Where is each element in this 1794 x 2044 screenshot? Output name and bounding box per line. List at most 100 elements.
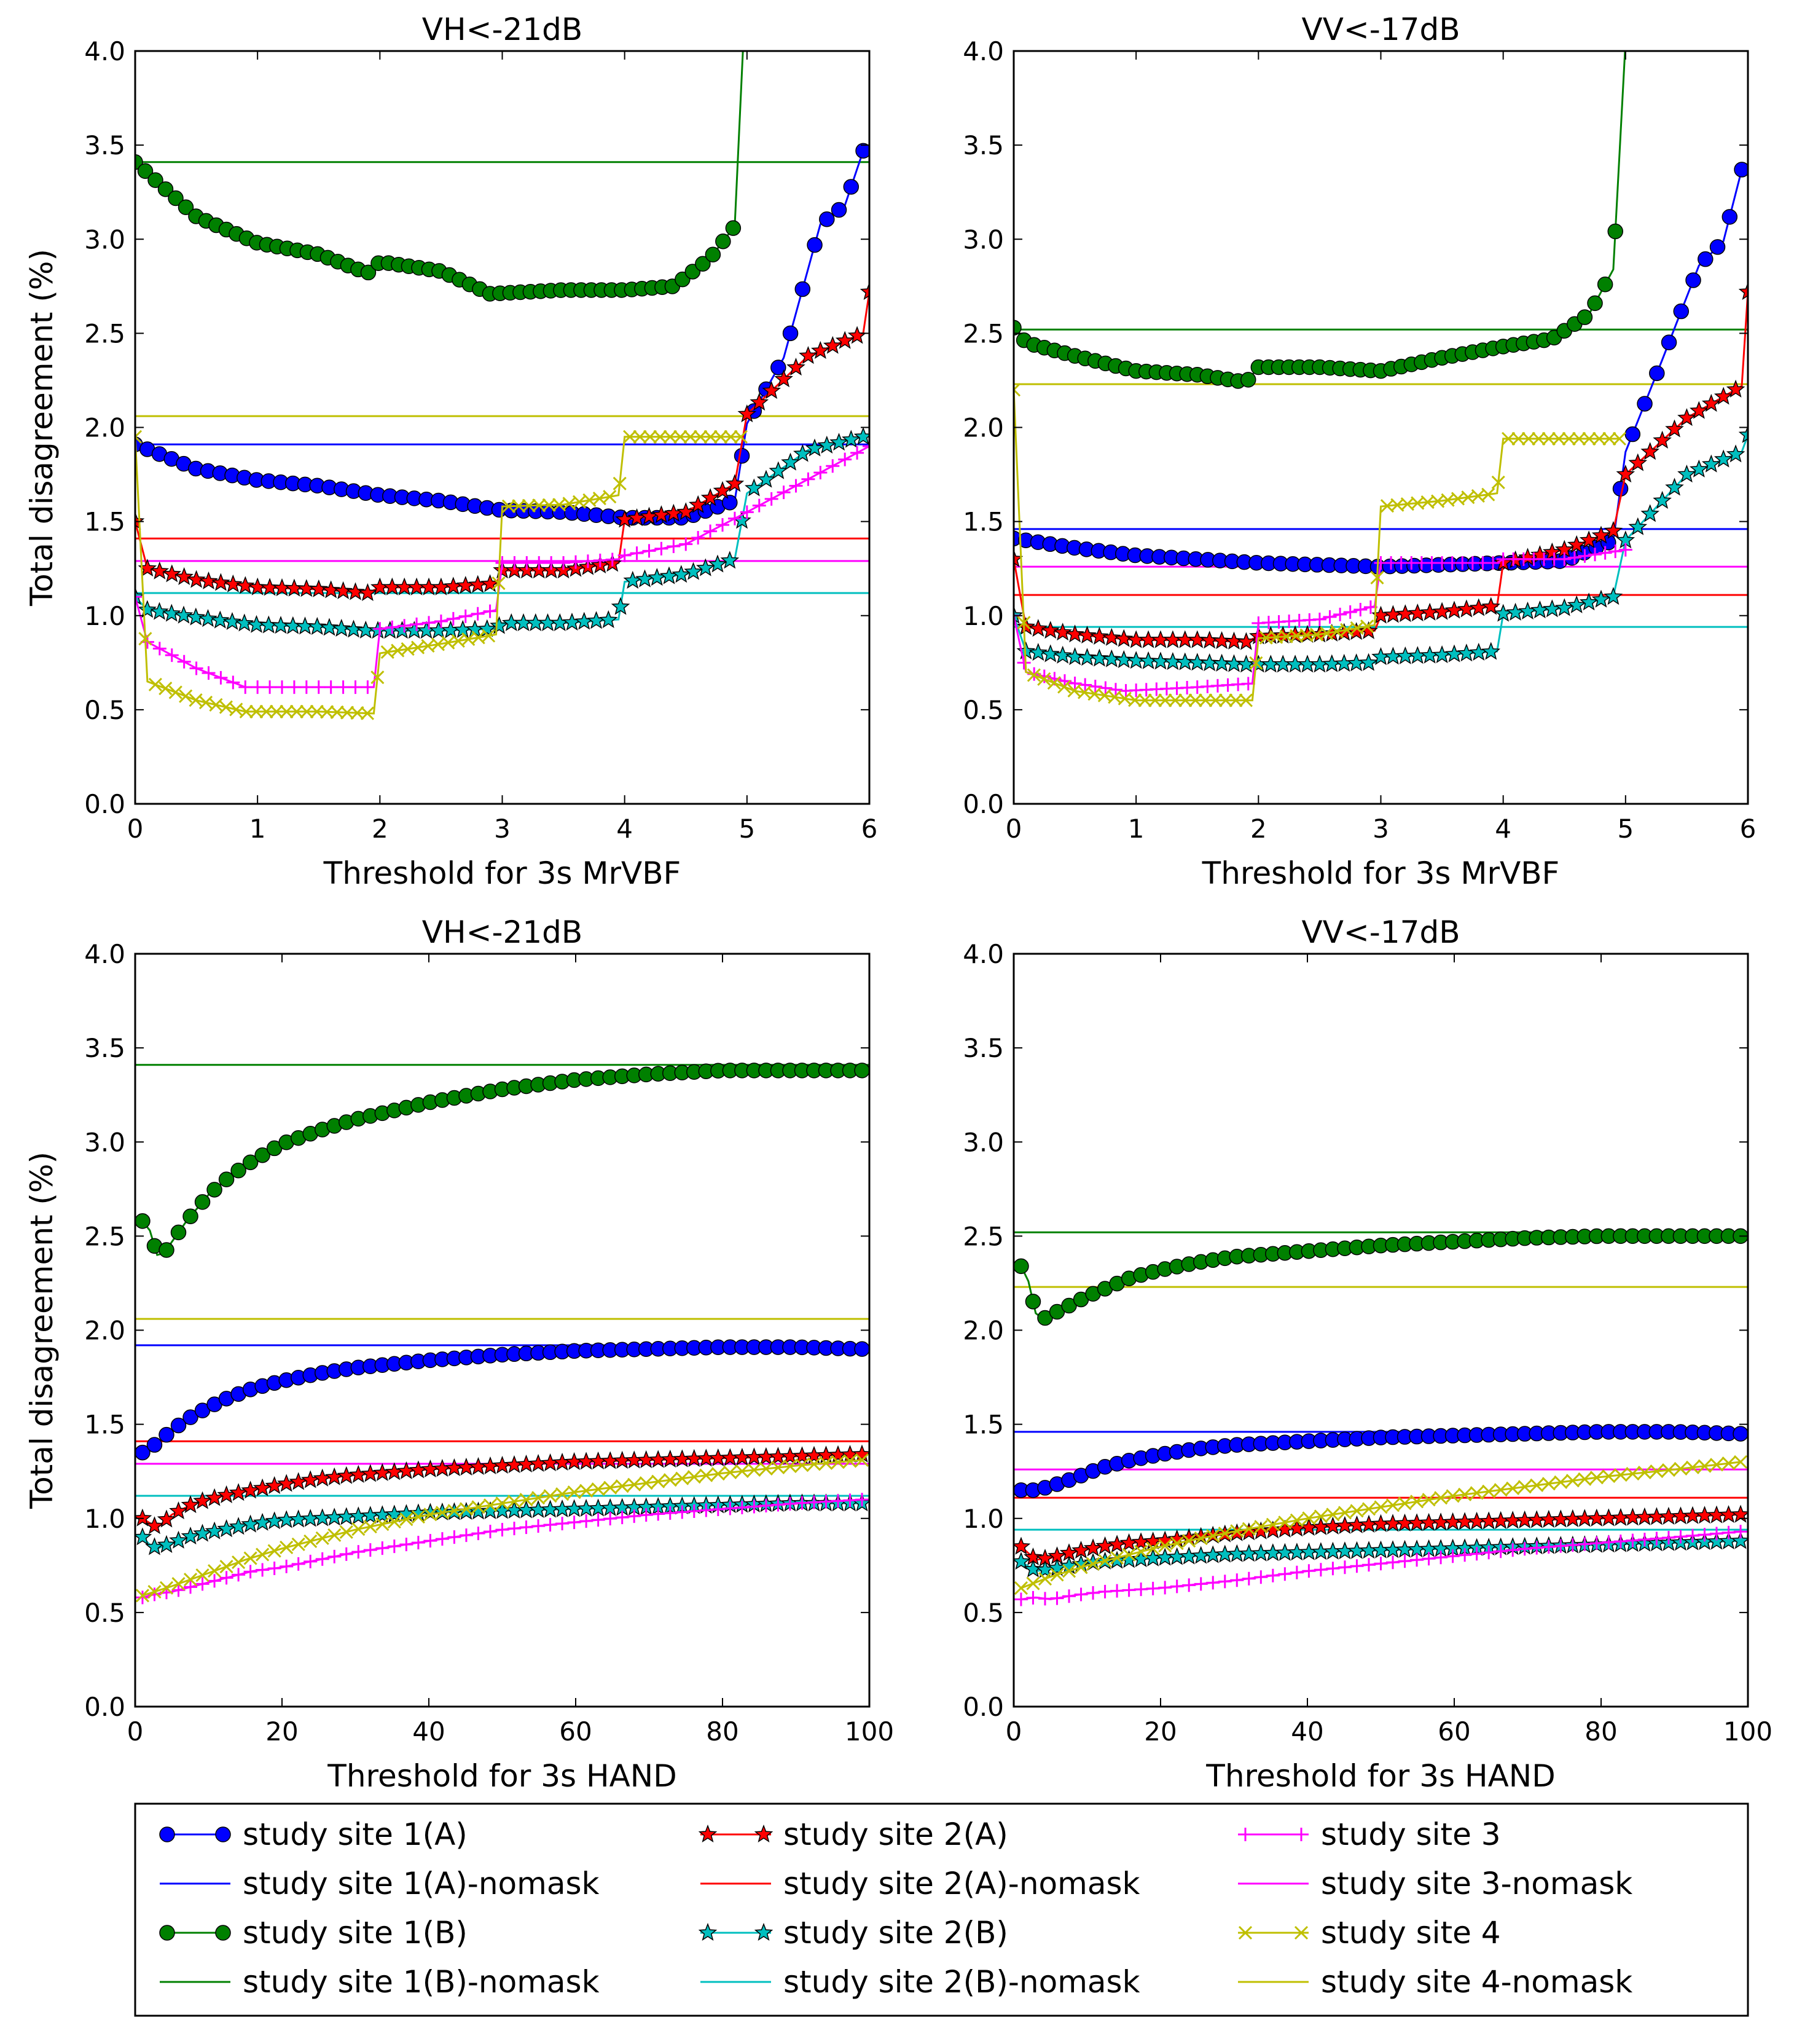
legend-label: study site 2(B) bbox=[783, 1915, 1008, 1951]
data-point bbox=[567, 1485, 581, 1500]
data-point bbox=[243, 1565, 257, 1579]
series-study-site-2-a- bbox=[135, 1444, 869, 1535]
data-point bbox=[579, 1484, 593, 1498]
data-point bbox=[1457, 599, 1476, 618]
data-point bbox=[1618, 543, 1632, 557]
data-point bbox=[519, 1520, 533, 1535]
data-point bbox=[291, 1557, 305, 1571]
data-point bbox=[360, 706, 374, 720]
data-point bbox=[1709, 1458, 1724, 1472]
data-point bbox=[1502, 431, 1516, 446]
data-point bbox=[663, 1473, 677, 1487]
data-point bbox=[557, 556, 571, 570]
data-point bbox=[1597, 277, 1613, 293]
legend-marker bbox=[1238, 1925, 1253, 1940]
data-point bbox=[300, 1509, 320, 1527]
data-point bbox=[747, 1500, 761, 1514]
legend-entry: study site 2(A)-nomask bbox=[700, 1866, 1140, 1901]
data-point bbox=[193, 1523, 212, 1542]
data-point bbox=[1047, 676, 1061, 690]
data-point bbox=[1591, 525, 1611, 544]
data-point bbox=[135, 590, 142, 604]
data-point bbox=[224, 574, 243, 592]
data-point bbox=[1578, 549, 1592, 563]
data-point bbox=[299, 680, 313, 694]
data-point bbox=[501, 499, 516, 513]
x-tick-label: 5 bbox=[738, 814, 755, 844]
data-point bbox=[603, 1512, 617, 1526]
data-point bbox=[1206, 1576, 1220, 1590]
data-point bbox=[321, 580, 340, 599]
y-tick-label: 1.0 bbox=[963, 1504, 1004, 1534]
data-point bbox=[507, 556, 522, 570]
data-point bbox=[1469, 642, 1489, 661]
data-point bbox=[1599, 1508, 1618, 1527]
data-point bbox=[711, 1467, 725, 1481]
data-point bbox=[1026, 1590, 1040, 1605]
data-point bbox=[363, 1520, 377, 1534]
data-point bbox=[1014, 1581, 1028, 1595]
data-point bbox=[769, 461, 788, 479]
data-point bbox=[469, 1456, 488, 1475]
y-tick-label: 0.0 bbox=[84, 789, 125, 819]
data-point bbox=[1026, 1576, 1040, 1590]
data-point bbox=[150, 602, 169, 620]
data-point bbox=[468, 575, 487, 593]
y-tick-label: 0.5 bbox=[84, 1598, 125, 1628]
data-point bbox=[764, 492, 778, 506]
data-point bbox=[181, 1527, 200, 1545]
data-point bbox=[1014, 320, 1022, 336]
data-point bbox=[1194, 1531, 1208, 1546]
data-point bbox=[705, 246, 721, 263]
data-point bbox=[613, 476, 627, 490]
data-point bbox=[716, 518, 729, 532]
series-study-site-4 bbox=[1014, 1455, 1748, 1595]
data-point bbox=[811, 340, 830, 359]
y-tick-label: 3.0 bbox=[963, 224, 1004, 254]
data-point bbox=[447, 1504, 461, 1518]
data-point bbox=[581, 554, 595, 568]
data-point bbox=[1050, 1591, 1064, 1605]
data-point bbox=[445, 1458, 464, 1476]
series-study-site-4 bbox=[135, 430, 748, 720]
data-point bbox=[1241, 677, 1255, 691]
data-point bbox=[444, 576, 463, 595]
data-point bbox=[745, 478, 764, 497]
data-point bbox=[1261, 626, 1280, 644]
data-point bbox=[711, 1502, 725, 1516]
data-point bbox=[471, 607, 485, 621]
data-point bbox=[1506, 1481, 1520, 1495]
legend-entry: study site 1(B)-nomask bbox=[160, 1964, 600, 2000]
data-point bbox=[829, 433, 848, 451]
data-point bbox=[667, 540, 681, 554]
data-point bbox=[275, 680, 289, 694]
data-point bbox=[1661, 1531, 1675, 1545]
data-point bbox=[1640, 504, 1659, 522]
data-point bbox=[280, 1540, 294, 1554]
data-point bbox=[1215, 1544, 1235, 1563]
data-point bbox=[603, 1480, 617, 1495]
legend-entry: study site 2(A) bbox=[698, 1817, 1008, 1852]
data-point bbox=[587, 611, 606, 629]
data-point bbox=[1350, 1504, 1364, 1518]
data-point bbox=[1038, 1571, 1052, 1586]
data-point bbox=[1158, 1539, 1172, 1553]
data-point bbox=[1420, 602, 1440, 621]
data-point bbox=[205, 1521, 224, 1539]
data-point bbox=[1110, 1551, 1124, 1565]
legend-marker bbox=[698, 1824, 718, 1842]
data-point bbox=[854, 1063, 869, 1079]
data-point bbox=[269, 704, 284, 719]
data-point bbox=[734, 447, 750, 464]
x-tick-label: 20 bbox=[1144, 1716, 1177, 1747]
data-point bbox=[541, 1453, 560, 1471]
data-point bbox=[1494, 1544, 1508, 1559]
data-point bbox=[642, 544, 656, 558]
data-point bbox=[735, 1464, 749, 1479]
data-point bbox=[1038, 1592, 1052, 1606]
y-tick-label: 2.5 bbox=[84, 1221, 125, 1251]
y-tick-label: 3.0 bbox=[84, 224, 125, 254]
data-point bbox=[162, 603, 181, 622]
data-point bbox=[1738, 281, 1748, 300]
data-point bbox=[422, 616, 436, 630]
